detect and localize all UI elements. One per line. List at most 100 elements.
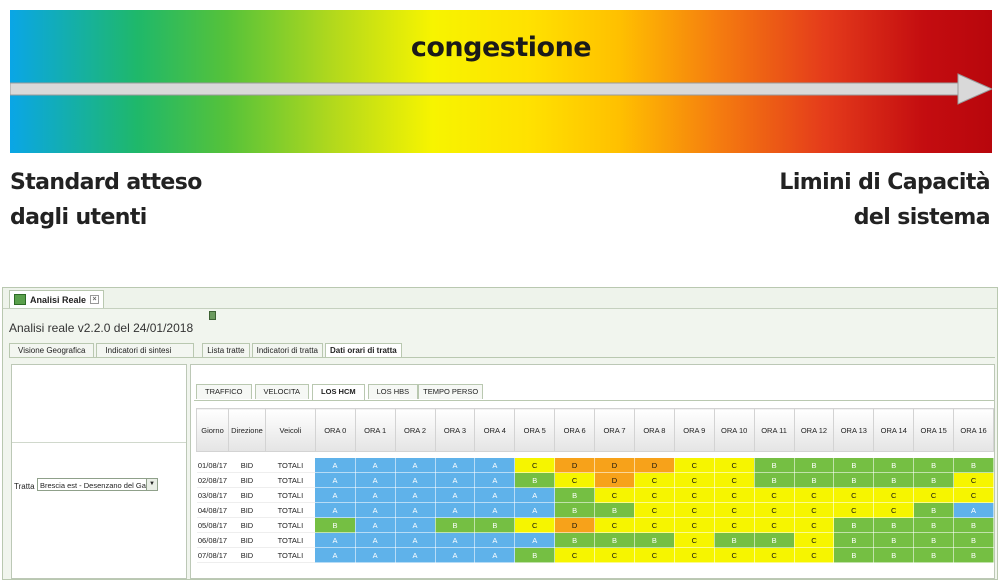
tab-tempo-perso[interactable]: TEMPO PERSO [418,384,484,399]
los-cell: B [833,472,875,488]
cell-giorno: 06/08/17 [196,532,229,548]
tab-visione-geografica[interactable]: Visione Geografica [9,343,95,357]
column-header[interactable]: Veicoli [264,408,316,452]
tab-indicatori-di-sintesi[interactable]: Indicatori di sintesi [96,343,195,357]
column-header[interactable]: ORA 5 [514,408,556,452]
los-cell: A [435,502,476,518]
column-header[interactable]: ORA 11 [753,408,795,452]
los-cell: D [554,517,596,533]
tab-los-hcm[interactable]: LOS HCM [312,384,365,400]
table-row[interactable]: 02/08/17 BID TOTALI A A A A A B C D C C C B B B B B C [196,472,994,488]
tab-los-hbs[interactable]: LOS HBS [367,384,419,399]
los-cell: C [634,472,675,488]
los-cell: B [435,517,476,533]
cell-direzione: BID [228,502,266,518]
column-header[interactable]: ORA 10 [713,408,755,452]
los-cell: C [594,517,635,533]
tab-content: Tratta : Brescia est - Desenzano del Ga … [9,357,995,579]
cell-direzione: BID [228,487,266,503]
editor-tab-bar: Analisi Reale × [3,288,997,309]
column-header[interactable]: ORA 13 [833,408,875,452]
table-row[interactable]: 03/08/17 BID TOTALI A A A A A A B C C C C C C C C C C [196,487,994,503]
table-row[interactable]: 05/08/17 BID TOTALI B A A B B C D C C C C C C B B B B [196,517,994,533]
los-cell: B [913,502,955,518]
column-header[interactable]: Giorno [196,408,229,452]
los-cell: B [754,532,795,548]
tab-traffico[interactable]: TRAFFICO [196,384,252,399]
table-row[interactable]: 04/08/17 BID TOTALI A A A A A A B B C C C C C C C B A [196,502,994,518]
los-cell: C [714,472,755,488]
los-cell: B [953,458,994,473]
los-cell: B [873,472,915,488]
column-header[interactable]: ORA 6 [554,408,596,452]
los-cell: A [474,458,516,473]
tab-indicatori-di-tratta[interactable]: Indicatori di tratta [251,343,323,357]
right-caption: Limini di Capacità del sistema [779,165,990,235]
los-cell: C [754,487,795,503]
los-cell: C [714,502,755,518]
los-cell: C [794,517,835,533]
los-cell: D [554,458,596,473]
filter-panel: Tratta : Brescia est - Desenzano del Ga … [11,364,187,579]
los-cell: A [435,472,476,488]
sub-tabs: TRAFFICO VELOCITA LOS HCM LOS HBS TEMPO … [196,384,486,400]
tab-lista-tratte[interactable]: Lista tratte [202,343,250,357]
los-cell: C [754,517,795,533]
close-icon[interactable]: × [90,295,100,304]
congestion-gradient-banner: congestione [10,10,992,153]
cell-direzione: BID [228,517,266,533]
column-header[interactable]: ORA 14 [873,408,915,452]
los-cell: B [833,458,875,473]
tab-dati-orari-di-tratta[interactable]: Dati orari di tratta [325,343,402,358]
los-cell: B [554,502,596,518]
los-cell: B [913,517,955,533]
column-header[interactable]: ORA 8 [633,408,675,452]
los-cell: A [355,458,396,473]
los-cell: A [395,487,436,503]
table-row[interactable]: 07/08/17 BID TOTALI A A A A A B C C C C C C C B B B B [196,547,994,563]
document-icon[interactable] [209,311,216,320]
los-cell: A [355,532,396,548]
los-cell: A [315,547,356,563]
los-cell: C [794,502,835,518]
los-cell: D [594,472,635,488]
column-header[interactable]: ORA 15 [913,408,955,452]
los-cell: A [474,532,516,548]
table-body: 01/08/17 BID TOTALI A A A A A C D D D C C B B B B B B 02/08/… [196,451,994,563]
los-cell: C [714,487,755,503]
los-cell: C [674,458,715,473]
column-header[interactable]: ORA 3 [434,408,476,452]
los-cell: B [594,532,635,548]
los-cell: C [873,502,915,518]
analisi-reale-tab[interactable]: Analisi Reale × [9,290,105,308]
column-header[interactable]: ORA 4 [474,408,516,452]
column-header[interactable]: ORA 1 [354,408,396,452]
los-cell: A [395,458,436,473]
los-cell: C [674,487,715,503]
column-header[interactable]: ORA 16 [953,408,994,452]
los-cell: A [435,547,476,563]
los-cell: C [873,487,915,503]
los-cell: C [674,547,715,563]
table-row[interactable]: 01/08/17 BID TOTALI A A A A A C D D D C C B B B B B B [196,458,994,473]
right-caption-line1: Limini di Capacità [779,170,990,195]
column-header[interactable]: Direzione [227,408,266,452]
los-cell: C [594,547,635,563]
los-cell: D [634,458,675,473]
column-header[interactable]: ORA 9 [673,408,715,452]
tratta-select[interactable]: Brescia est - Desenzano del Ga ▼ [37,478,158,491]
column-header[interactable]: ORA 7 [594,408,635,452]
table-row[interactable]: 06/08/17 BID TOTALI A A A A A A B B B C B B C B B B B [196,532,994,548]
los-cell: B [634,532,675,548]
column-header[interactable]: ORA 12 [793,408,835,452]
los-cell: C [794,532,835,548]
chevron-down-icon[interactable]: ▼ [146,479,157,490]
table-header-row: Giorno Direzione Veicoli ORA 0 ORA 1 ORA 2 ORA… [196,408,994,452]
column-header[interactable]: ORA 2 [394,408,436,452]
los-cell: A [315,458,356,473]
los-cell: B [554,532,596,548]
column-header[interactable]: ORA 0 [314,408,356,452]
los-cell: C [714,458,755,473]
tab-velocita[interactable]: VELOCITA [254,384,310,399]
tratta-label: Tratta : [14,482,40,491]
